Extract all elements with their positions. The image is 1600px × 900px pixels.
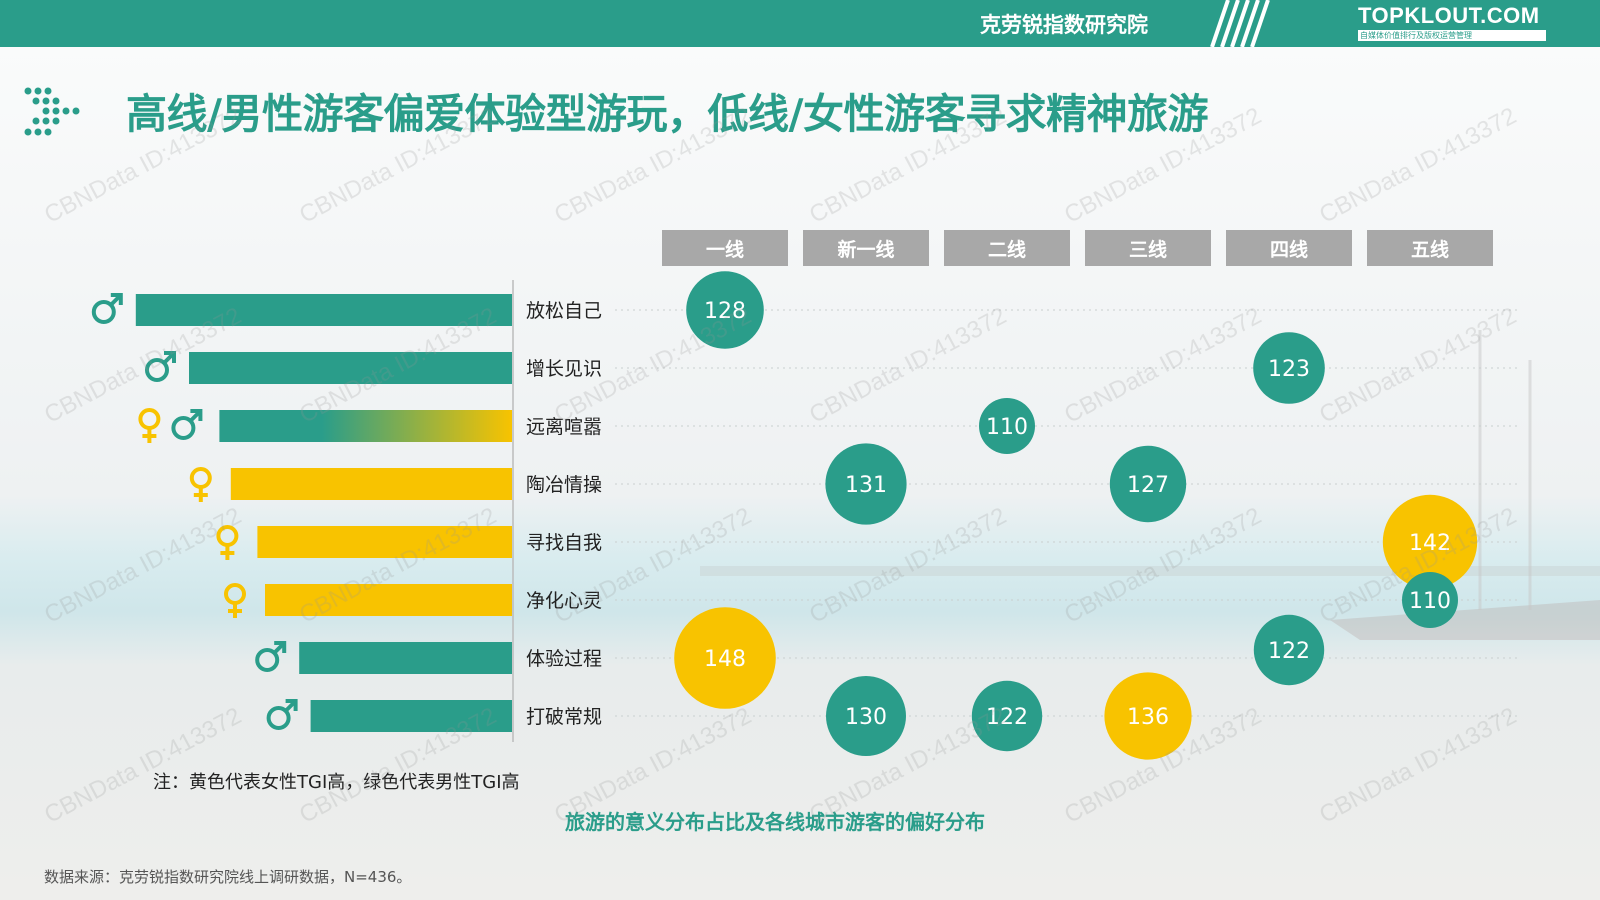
category-label: 寻找自我 <box>526 532 602 554</box>
category-label: 净化心灵 <box>526 590 602 612</box>
bar-体验过程 <box>299 642 512 674</box>
bubble-value-label: 122 <box>1268 639 1310 664</box>
male-icon <box>255 641 287 672</box>
bar-陶冶情操 <box>230 468 513 500</box>
column-header-label: 二线 <box>988 238 1026 261</box>
bar-打破常规 <box>310 700 512 732</box>
female-icon <box>216 525 239 560</box>
bubble-value-label: 122 <box>986 705 1028 730</box>
bubble-value-label: 130 <box>845 705 887 730</box>
bubble-value-label: 127 <box>1127 473 1169 498</box>
bubble-value-label: 131 <box>845 473 887 498</box>
data-source: 数据来源：克劳锐指数研究院线上调研数据，N=436。 <box>44 868 412 886</box>
bubble-打破常规-三线 <box>1104 672 1192 760</box>
bar-寻找自我 <box>257 526 512 558</box>
category-label: 增长见识 <box>526 358 602 380</box>
female-icon <box>189 467 212 502</box>
column-header-label: 新一线 <box>837 238 894 261</box>
column-header-box <box>1085 230 1211 266</box>
institute-name: 克劳锐指数研究院 <box>980 13 1148 37</box>
column-header-label: 四线 <box>1270 238 1308 261</box>
page-title: 高线/男性游客偏爱体验型游玩，低线/女性游客寻求精神旅游 <box>126 90 1208 138</box>
bubble-value-label: 110 <box>1409 589 1451 614</box>
category-label: 远离喧嚣 <box>526 416 602 438</box>
bubble-寻找自我-五线 <box>1382 494 1478 590</box>
bubble-value-label: 128 <box>704 299 746 324</box>
brand-tagline: 自媒体价值排行及版权运营管理 <box>1358 30 1546 41</box>
column-header-label: 三线 <box>1129 238 1167 261</box>
dots-logo-icon <box>24 87 80 136</box>
male-icon <box>91 293 123 324</box>
male-icon <box>171 409 203 440</box>
column-header-box <box>1226 230 1352 266</box>
bubble-打破常规-新一线 <box>826 676 906 756</box>
bubble-value-label: 123 <box>1268 357 1310 382</box>
column-header-label: 五线 <box>1411 238 1449 261</box>
bubble-增长见识-四线 <box>1253 332 1325 404</box>
column-header-box <box>1367 230 1493 266</box>
bubble-打破常规-二线 <box>971 680 1043 752</box>
bubble-陶冶情操-三线 <box>1109 445 1187 523</box>
column-header-box <box>803 230 929 266</box>
bubble-体验过程-四线 <box>1253 614 1325 686</box>
bubble-value-label: 110 <box>986 415 1028 440</box>
bar-净化心灵 <box>265 584 512 616</box>
bubble-放松自己-一线 <box>686 271 764 349</box>
bubble-远离喧嚣-二线 <box>979 398 1035 454</box>
category-label: 打破常规 <box>526 706 602 728</box>
bubble-净化心灵-五线 <box>1402 572 1458 628</box>
column-header-label: 一线 <box>706 238 744 261</box>
bubble-value-label: 148 <box>704 647 746 672</box>
bar-增长见识 <box>189 352 512 384</box>
female-icon <box>138 408 161 443</box>
stripes-decoration <box>1210 0 1270 47</box>
category-label: 放松自己 <box>526 300 602 322</box>
male-icon <box>145 351 176 382</box>
bar-远离喧嚣 <box>219 410 512 442</box>
column-header-box <box>662 230 788 266</box>
brand-tagline-suffix: 克劳锐 <box>1512 33 1540 43</box>
chart-caption: 旅游的意义分布占比及各线城市游客的偏好分布 <box>565 810 985 834</box>
female-icon <box>224 583 246 618</box>
header-bar: 克劳锐指数研究院 TOPKLOUT.COM 自媒体价值排行及版权运营管理 克劳锐 <box>0 0 1600 47</box>
bubble-体验过程-一线 <box>674 607 776 709</box>
male-icon <box>266 699 298 730</box>
bubble-value-label: 136 <box>1127 705 1169 730</box>
color-legend-note: 注：黄色代表女性TGI高，绿色代表男性TGI高 <box>153 772 520 793</box>
bubble-value-label: 142 <box>1409 531 1451 556</box>
column-header-box <box>944 230 1070 266</box>
category-label: 陶冶情操 <box>526 474 602 496</box>
bubble-陶冶情操-新一线 <box>825 443 907 525</box>
category-label: 体验过程 <box>526 648 602 670</box>
bar-放松自己 <box>135 294 513 326</box>
brand-logo: TOPKLOUT.COM <box>1358 3 1540 28</box>
